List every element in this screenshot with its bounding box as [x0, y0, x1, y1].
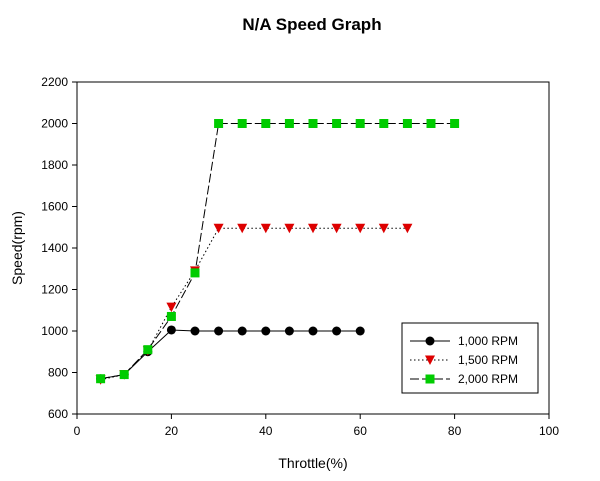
data-point — [284, 223, 295, 234]
legend-label: 2,000 RPM — [458, 372, 518, 386]
data-point — [237, 223, 248, 234]
data-point — [378, 223, 389, 234]
x-tick-label: 40 — [259, 424, 273, 438]
data-point — [190, 326, 200, 336]
data-point — [308, 326, 318, 336]
series-layer — [95, 119, 460, 385]
data-point — [260, 223, 271, 234]
legend-marker — [425, 336, 435, 346]
x-tick-label: 100 — [539, 424, 559, 438]
data-point — [96, 374, 106, 384]
data-point — [166, 325, 176, 335]
data-point — [402, 223, 413, 234]
data-point — [355, 326, 365, 336]
data-point — [166, 311, 176, 321]
data-point — [450, 119, 460, 128]
chart-title: N/A Speed Graph — [242, 15, 381, 34]
data-point — [332, 326, 342, 336]
data-point — [379, 119, 389, 128]
data-point — [166, 302, 177, 313]
y-axis: 600 800 1000 1200 1400 1600 1800 2000 2200 — [41, 75, 77, 421]
legend-box — [401, 322, 539, 394]
data-point — [214, 119, 224, 128]
data-point — [284, 326, 294, 336]
y-tick-label: 1600 — [41, 200, 68, 214]
y-tick-label: 1200 — [41, 283, 68, 297]
y-tick-label: 1400 — [41, 241, 68, 255]
legend: 1,000 RPM 1,500 RPM 2,000 RPM — [401, 322, 539, 394]
data-point — [355, 223, 366, 234]
legend-marker — [425, 355, 435, 365]
data-point — [190, 268, 200, 278]
data-point — [332, 119, 342, 128]
x-tick-label: 80 — [448, 424, 462, 438]
legend-item: 1,000 RPM — [410, 334, 518, 348]
x-tick-label: 0 — [74, 424, 81, 438]
legend-marker — [425, 374, 435, 384]
legend-label: 1,500 RPM — [458, 353, 518, 367]
x-tick-label: 20 — [165, 424, 179, 438]
data-point — [308, 119, 318, 128]
legend-item: 2,000 RPM — [410, 372, 518, 386]
data-point — [237, 326, 247, 336]
data-point — [331, 223, 342, 234]
y-tick-label: 800 — [48, 366, 68, 380]
data-point — [402, 119, 412, 128]
y-axis-label: Speed(rpm) — [9, 211, 25, 285]
series-line — [100, 123, 455, 380]
data-point — [355, 119, 365, 128]
data-point — [237, 119, 247, 128]
data-point — [261, 119, 271, 128]
series-line — [100, 227, 408, 381]
data-point — [426, 119, 436, 128]
data-point — [213, 223, 224, 234]
x-tick-label: 60 — [354, 424, 368, 438]
data-point — [119, 370, 129, 380]
series-3 — [96, 119, 460, 384]
data-point — [308, 223, 318, 234]
y-tick-label: 600 — [48, 407, 68, 421]
legend-item: 1,500 RPM — [410, 353, 518, 367]
legend-label: 1,000 RPM — [458, 334, 518, 348]
y-tick-label: 1000 — [41, 324, 68, 338]
y-tick-label: 2000 — [41, 117, 68, 131]
data-point — [284, 119, 294, 128]
data-point — [261, 326, 271, 336]
y-tick-label: 2200 — [41, 75, 68, 89]
y-tick-label: 1800 — [41, 158, 68, 172]
data-point — [214, 326, 224, 336]
x-axis: 0 20 40 60 80 100 — [74, 414, 559, 438]
x-axis-label: Throttle(%) — [278, 455, 347, 471]
data-point — [143, 345, 153, 355]
